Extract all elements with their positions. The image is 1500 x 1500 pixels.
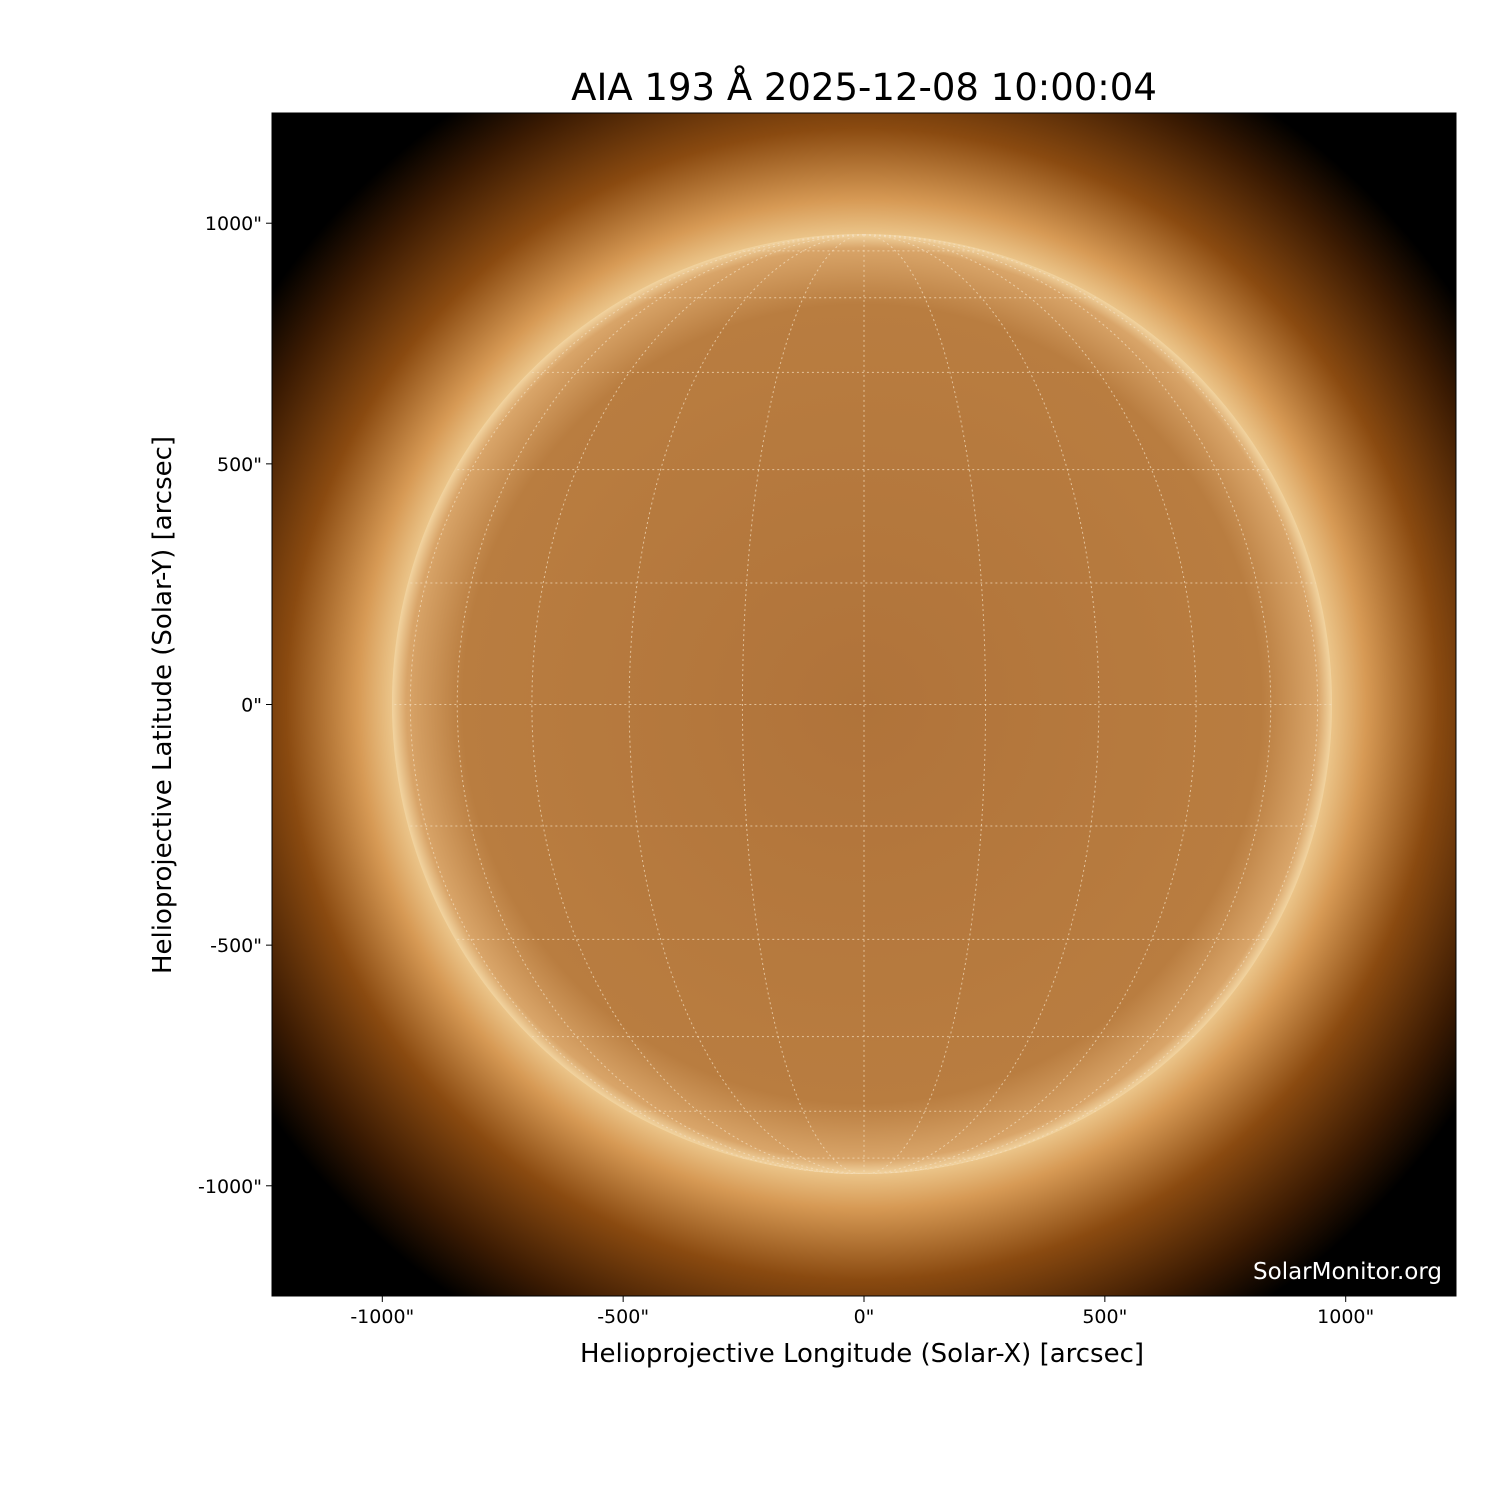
y-tick-label: 0" [241,695,262,717]
longitude-line [741,234,865,1174]
heliographic-grid [394,234,1332,1174]
y-tick-label: -500" [210,935,262,957]
x-axis-label: Helioprojective Longitude (Solar-X) [arc… [580,1339,1144,1369]
x-tick-label: -1000" [350,1306,414,1328]
x-tick-label: 500" [1082,1306,1127,1328]
x-tick-label: 1000" [1317,1306,1374,1328]
longitude-line [863,234,1197,1174]
y-tick-label: -1000" [198,1176,262,1198]
solar-disk [392,234,1332,1174]
x-tick-label: -500" [597,1306,649,1328]
y-axis-label: Helioprojective Latitude (Solar-Y) [arcs… [148,436,178,974]
longitude-line [863,234,987,1174]
y-tick-label: 500" [217,454,262,476]
y-tick-label: 1000" [205,213,262,235]
longitude-line [409,234,865,1174]
longitude-line [531,234,865,1174]
longitude-line [863,234,1272,1174]
longitude-line [456,234,865,1174]
longitude-line [863,234,1319,1174]
watermark: SolarMonitor.org [1253,1259,1442,1285]
x-tick-label: 0" [854,1306,875,1328]
chart-title: AIA 193 Å 2025-12-08 10:00:04 [571,66,1157,109]
